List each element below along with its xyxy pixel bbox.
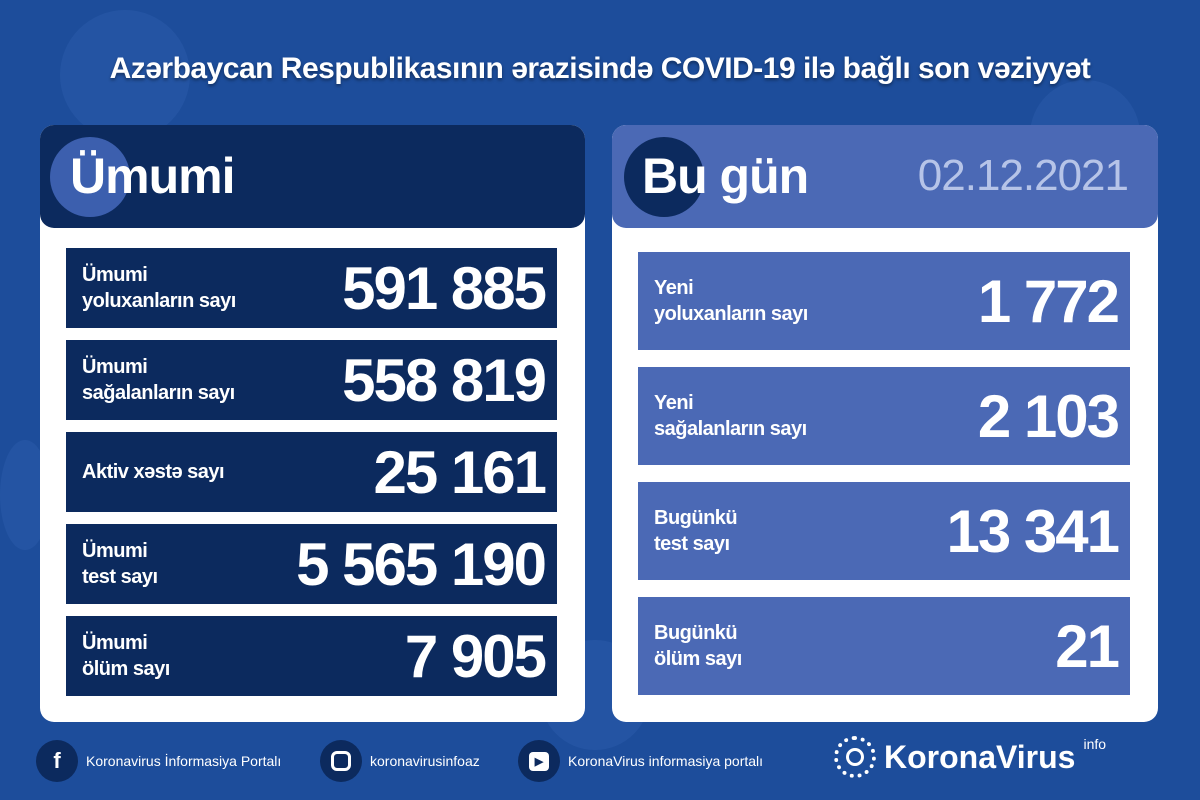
virus-decoration	[60, 10, 190, 140]
sun-virus-icon	[834, 736, 876, 778]
instagram-label: koronavirusinfoaz	[370, 753, 480, 769]
instagram-icon	[320, 740, 362, 782]
virus-icon	[50, 137, 130, 217]
facebook-link[interactable]: f Koronavirus İnformasiya Portalı	[36, 740, 281, 782]
youtube-link[interactable]: ▶ KoronaVirus informasiya portalı	[518, 740, 763, 782]
stat-row: Bugünkü test sayı 13 341	[638, 482, 1130, 580]
stat-row: Ümumi test sayı 5 565 190	[66, 524, 557, 604]
facebook-icon: f	[36, 740, 78, 782]
logo-sup: info	[1083, 736, 1107, 752]
stat-row: Ümumi sağalanların sayı 558 819	[66, 340, 557, 420]
total-panel: Ümumi Ümumi yoluxanların sayı 591 885 Ümum…	[40, 125, 585, 722]
youtube-label: KoronaVirus informasiya portalı	[568, 753, 764, 769]
instagram-link[interactable]: koronavirusinfoaz	[320, 740, 480, 782]
total-heading: Ümumi	[70, 148, 235, 204]
date: 02.12.2021	[917, 151, 1129, 200]
stat-row: Yeni sağalanların sayı 2 103	[638, 367, 1130, 465]
facebook-label: Koronavirus İnformasiya Portalı	[86, 753, 282, 769]
koronavirus-logo: KoronaVirus info	[834, 736, 1106, 778]
today-heading: Bu gün	[642, 148, 809, 204]
stat-row: Bugünkü ölüm sayı 21	[638, 597, 1130, 695]
stat-row: Ümumi yoluxanların sayı 591 885	[66, 248, 557, 328]
virus-icon	[624, 137, 704, 217]
today-panel: Bu gün 02.12.2021 Yeni yoluxanların sayı 1…	[612, 125, 1158, 722]
page-title: Azərbaycan Respublikasının ərazisində CO…	[109, 52, 1091, 85]
today-header: Bu gün 02.12.2021	[612, 125, 1158, 228]
stat-row: Yeni yoluxanların sayı 1 772	[638, 252, 1130, 350]
total-header: Ümumi	[40, 125, 585, 228]
stat-row: Aktiv xəstə sayı 25 161	[66, 432, 557, 512]
logo-text: KoronaVirus	[884, 738, 1076, 775]
stat-row: Ümumi ölüm sayı 7 905	[66, 616, 557, 696]
youtube-icon: ▶	[518, 740, 560, 782]
